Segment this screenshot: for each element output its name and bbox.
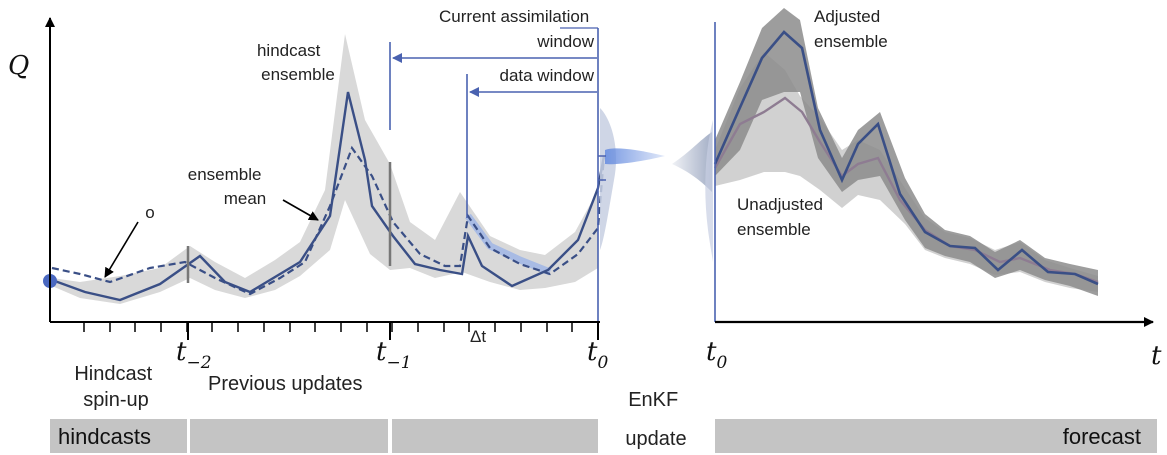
- bar-hindcasts: [50, 419, 187, 453]
- right-distribution-vertical: [705, 120, 713, 262]
- x-axis-label-t: t: [1151, 341, 1162, 371]
- tick-t0-left: t0: [587, 337, 608, 373]
- adjusted-ensemble-band: [715, 8, 1098, 296]
- left-panel: Q o ensemble mean hindcast ensemble Curr…: [8, 7, 608, 411]
- data-window-label: data window: [499, 66, 594, 85]
- left-x-ticks: [83, 322, 599, 340]
- hindcasts-label: hindcasts: [58, 424, 151, 449]
- tick-t-minus2: t−2: [176, 337, 212, 373]
- bottom-timeline-bar: hindcasts forecast: [50, 419, 1157, 453]
- hindcast-spinup-label: Hindcast spin-up: [74, 363, 157, 411]
- observed-pointer: [104, 221, 139, 278]
- ensemble-mean-pointer: [282, 199, 319, 221]
- unadjusted-mean-line: [713, 96, 1099, 284]
- bar-previous-updates-1: [190, 419, 388, 453]
- tick-t0-right: t0: [706, 337, 727, 373]
- forecast-distribution-vertical: [600, 108, 617, 250]
- y-axis-label: Q: [8, 51, 29, 81]
- ensemble-mean-label: ensemble mean: [188, 165, 266, 208]
- adjusted-mean-line: [713, 30, 1099, 286]
- current-assimilation-window-label: Current assimilation window: [439, 7, 595, 51]
- forecast-label: forecast: [1063, 424, 1141, 449]
- enkf-update-label: EnKF update: [625, 389, 686, 450]
- previous-updates-label: Previous updates: [208, 373, 363, 395]
- adjusted-ensemble-label: Adjusted ensemble: [814, 7, 888, 51]
- observed-line: [51, 145, 606, 296]
- analysis-distribution: [605, 148, 665, 165]
- delta-t-label: Δt: [470, 327, 486, 346]
- prior-distribution: [672, 132, 712, 192]
- hindcast-ensemble-label: hindcast ensemble: [257, 41, 335, 84]
- data-window-highlight: [465, 213, 552, 276]
- enkf-distributions: EnKF update: [598, 108, 713, 450]
- observed-label: o: [145, 203, 154, 222]
- right-panel: Adjusted ensemble Unadjusted ensemble t0…: [706, 7, 1162, 373]
- hindcast-ensemble-band: [52, 34, 598, 304]
- tick-t-minus1: t−1: [376, 337, 412, 373]
- bar-previous-updates-2: [392, 419, 598, 453]
- unadjusted-ensemble-label: Unadjusted ensemble: [737, 195, 828, 239]
- bar-forecast: [715, 419, 1157, 453]
- ensemble-mean-line: [51, 91, 606, 302]
